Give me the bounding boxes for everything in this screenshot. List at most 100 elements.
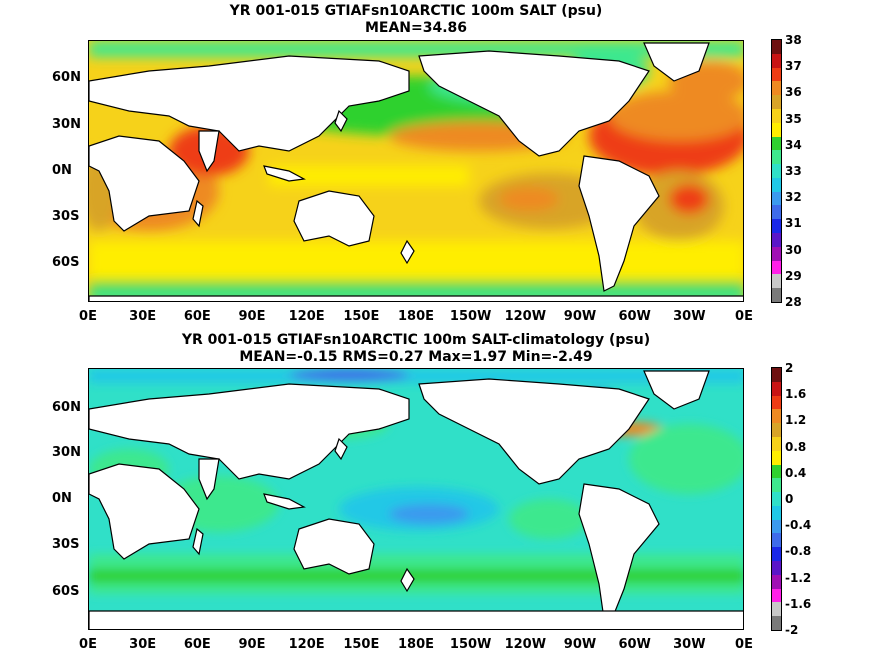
lon-tick-label: 30E bbox=[129, 637, 157, 652]
lon-tick-label: 60E bbox=[183, 637, 211, 652]
colorbar-label: 1.6 bbox=[785, 387, 807, 402]
bottom-lat-label-60s: 60S bbox=[52, 584, 80, 599]
colorbar-swatch bbox=[772, 67, 781, 82]
bottom-lat-label-60n: 60N bbox=[52, 400, 81, 415]
lon-tick-label: 120E bbox=[288, 309, 325, 324]
colorbar-swatch bbox=[772, 505, 781, 521]
colorbar-label: 37 bbox=[785, 59, 802, 74]
top-lat-label-30s: 30S bbox=[52, 209, 80, 224]
colorbar-swatch bbox=[772, 122, 781, 138]
colorbar-swatch bbox=[772, 395, 781, 410]
lon-tick-label: 0E bbox=[735, 637, 753, 652]
colorbar-label: 30 bbox=[785, 242, 802, 257]
lon-tick-label: 60W bbox=[618, 637, 651, 652]
bottom-land bbox=[89, 370, 743, 629]
lon-tick-label: 30W bbox=[673, 309, 706, 324]
colorbar-swatch bbox=[772, 177, 781, 193]
colorbar-label: 32 bbox=[785, 190, 802, 205]
bottom-lat-label-0n: 0N bbox=[52, 491, 72, 506]
colorbar-label: 38 bbox=[785, 33, 802, 47]
colorbar-swatch bbox=[772, 450, 781, 466]
colorbar-label: -0.8 bbox=[785, 544, 812, 559]
lon-tick-label: 180E bbox=[397, 637, 435, 652]
lon-tick-label: 30W bbox=[673, 637, 706, 652]
colorbar-label: 0.8 bbox=[785, 439, 807, 454]
colorbar-swatch bbox=[772, 246, 781, 262]
bottom-lat-label-30n: 30N bbox=[52, 445, 81, 460]
colorbar-swatch bbox=[772, 95, 781, 110]
colorbar-label: 2 bbox=[785, 361, 794, 375]
colorbar-swatch bbox=[772, 436, 781, 452]
lon-tick-label: 30E bbox=[129, 309, 157, 324]
top-salinity-map bbox=[88, 40, 744, 302]
colorbar-label: 1.2 bbox=[785, 413, 807, 428]
colorbar-swatch bbox=[772, 233, 781, 248]
bottom-map-title: YR 001-015 GTIAFsn10ARCTIC 100m SALT-cli… bbox=[181, 332, 651, 348]
colorbar-label: 0 bbox=[785, 492, 794, 506]
colorbar-label: 0.4 bbox=[785, 465, 807, 480]
colorbar-swatch bbox=[772, 533, 781, 548]
colorbar-label: 34 bbox=[785, 137, 802, 152]
lon-tick-label: 90E bbox=[238, 309, 266, 324]
lon-tick-label: 90W bbox=[563, 637, 597, 652]
colorbar-label: 28 bbox=[785, 295, 802, 309]
bottom-map-stats: MEAN=-0.15 RMS=0.27 Max=1.97 Min=-2.49 bbox=[239, 349, 593, 365]
colorbar-swatch bbox=[772, 274, 781, 289]
lon-tick-label: 150E bbox=[343, 309, 380, 324]
lon-tick-label: 150E bbox=[343, 637, 380, 652]
colorbar-swatch bbox=[772, 81, 781, 96]
bottom-map-svg bbox=[89, 369, 743, 629]
lon-tick-label: 150W bbox=[449, 637, 492, 652]
colorbar-label: 36 bbox=[785, 85, 802, 100]
colorbar-swatch bbox=[772, 602, 781, 617]
colorbar-label: 31 bbox=[785, 216, 802, 231]
lon-tick-label: 120E bbox=[288, 637, 325, 652]
top-lat-label-30n: 30N bbox=[52, 117, 81, 132]
top-lat-label-60n: 60N bbox=[52, 70, 81, 85]
top-lat-label-60s: 60S bbox=[52, 255, 80, 270]
colorbar-swatch bbox=[772, 288, 781, 303]
colorbar-swatch bbox=[772, 464, 781, 479]
colorbar-label: -1.2 bbox=[785, 570, 812, 585]
colorbar-label: 29 bbox=[785, 268, 802, 283]
colorbar-label: -0.4 bbox=[785, 518, 812, 533]
colorbar-swatch bbox=[772, 260, 781, 275]
lon-tick-label: 0E bbox=[79, 637, 97, 652]
lon-tick-label: 90E bbox=[238, 637, 266, 652]
colorbar-swatch bbox=[772, 150, 781, 165]
bottom-anomaly-map bbox=[88, 368, 744, 630]
colorbar-swatch bbox=[772, 381, 781, 397]
lon-tick-label: 90W bbox=[563, 309, 597, 324]
top-map-svg bbox=[89, 41, 743, 301]
colorbar-swatch bbox=[772, 588, 781, 603]
colorbar-label: -2 bbox=[785, 623, 799, 637]
colorbar-swatch bbox=[772, 136, 781, 151]
top-land bbox=[89, 42, 743, 301]
colorbar-swatch bbox=[772, 191, 781, 206]
colorbar-swatch bbox=[772, 368, 781, 383]
colorbar-swatch bbox=[772, 40, 781, 55]
bottom-colorbar bbox=[771, 367, 782, 631]
top-map-title: YR 001-015 GTIAFsn10ARCTIC 100m SALT (ps… bbox=[229, 3, 603, 19]
colorbar-swatch bbox=[772, 205, 781, 220]
colorbar-swatch bbox=[772, 423, 781, 438]
lon-tick-label: 0E bbox=[735, 309, 753, 324]
colorbar-label: 35 bbox=[785, 111, 802, 126]
lon-tick-label: 60W bbox=[618, 309, 651, 324]
colorbar-swatch bbox=[772, 561, 781, 576]
colorbar-swatch bbox=[772, 478, 781, 493]
top-lat-label-0n: 0N bbox=[52, 163, 72, 178]
lon-tick-label: 0E bbox=[79, 309, 97, 324]
colorbar-swatch bbox=[772, 409, 781, 424]
colorbar-swatch bbox=[772, 616, 781, 631]
colorbar-swatch bbox=[772, 492, 781, 507]
colorbar-swatch bbox=[772, 547, 781, 562]
colorbar-swatch bbox=[772, 108, 781, 124]
colorbar-swatch bbox=[772, 219, 781, 234]
top-map-mean: MEAN=34.86 bbox=[364, 20, 468, 36]
colorbar-label: 33 bbox=[785, 164, 802, 178]
colorbar-label: -1.6 bbox=[785, 596, 812, 611]
top-colorbar bbox=[771, 39, 782, 303]
lon-tick-label: 120W bbox=[504, 637, 547, 652]
lon-tick-label: 180E bbox=[397, 309, 435, 324]
